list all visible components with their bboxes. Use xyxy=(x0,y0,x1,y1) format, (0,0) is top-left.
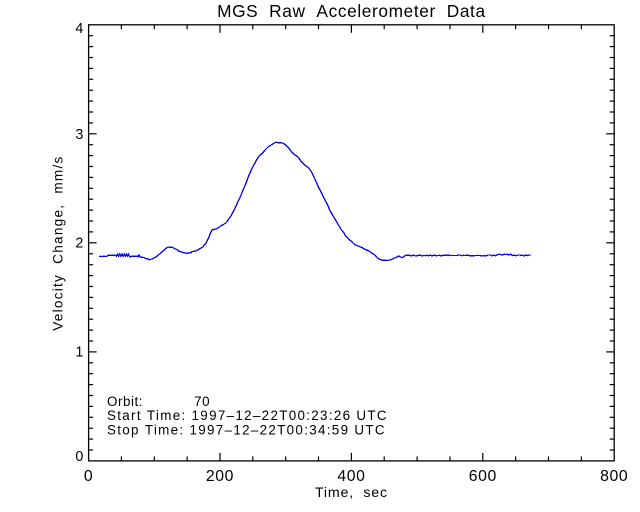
svg-text:600: 600 xyxy=(469,468,497,485)
svg-text:MGS Raw Accelerometer Data: MGS Raw Accelerometer Data xyxy=(217,1,486,21)
svg-text:400: 400 xyxy=(337,468,365,485)
svg-text:Start Time: 1997–12–22T00:23:2: Start Time: 1997–12–22T00:23:26 UTC xyxy=(107,408,388,423)
svg-text:3: 3 xyxy=(75,127,83,143)
svg-text:4: 4 xyxy=(75,21,83,37)
svg-text:Stop Time: 1997–12–22T00:34:59: Stop Time: 1997–12–22T00:34:59 UTC xyxy=(107,423,386,438)
svg-text:200: 200 xyxy=(206,468,234,485)
svg-text:0: 0 xyxy=(84,468,93,485)
svg-text:0: 0 xyxy=(75,449,83,465)
svg-text:Orbit:: Orbit: xyxy=(107,394,143,409)
svg-text:70: 70 xyxy=(194,394,210,409)
svg-text:1: 1 xyxy=(75,344,83,360)
svg-text:2: 2 xyxy=(75,236,83,252)
svg-text:Time, sec: Time, sec xyxy=(315,485,388,501)
svg-text:800: 800 xyxy=(600,468,628,485)
svg-text:Velocity Change, mm/s: Velocity Change, mm/s xyxy=(50,155,65,330)
